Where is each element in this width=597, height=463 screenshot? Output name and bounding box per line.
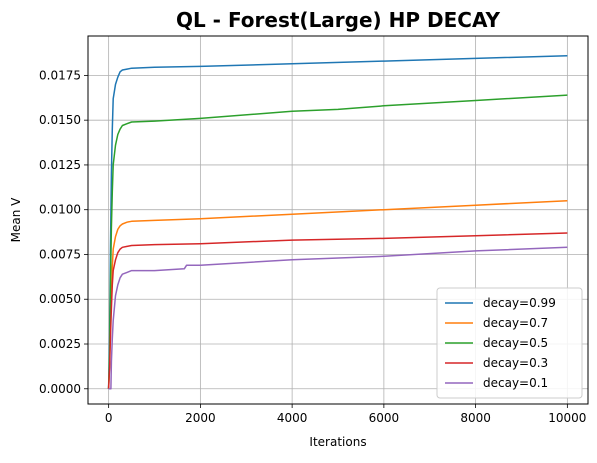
y-tick-label: 0.0050 [39,292,81,306]
series-line-2 [107,94,568,389]
axis-ticks: 0 2000 4000 6000 8000 10000 0.0000 0.0025 0.0050… [39,68,586,425]
chart-title: QL - Forest(Large) HP DECAY [176,8,501,32]
y-tick-label: 0.0125 [39,158,81,172]
grid [88,36,588,404]
series-line-0 [107,54,568,389]
x-tick-label: 8000 [460,411,491,425]
y-axis-label: Mean V [9,197,23,243]
y-tick-label: 0.0100 [39,203,81,217]
plot-frame [87,35,589,405]
y-tick-label: 0.0000 [39,382,81,396]
legend-label-2: decay=0.5 [483,336,548,350]
legend-label-1: decay=0.7 [483,316,548,330]
series-line-3 [107,232,568,389]
legend: decay=0.99 decay=0.7 decay=0.5 decay=0.3 dec… [436,287,583,399]
legend-label-4: decay=0.1 [483,376,548,390]
legend-label-0: decay=0.99 [483,296,556,310]
series-line-4 [108,246,568,390]
legend-box [436,287,583,399]
y-tick-label: 0.0075 [39,247,81,261]
x-tick-label: 10000 [548,411,586,425]
x-tick-label: 2000 [185,411,216,425]
y-tick-label: 0.0025 [39,337,81,351]
x-axis-label: Iterations [309,435,366,449]
x-tick-label: 0 [105,411,113,425]
x-tick-label: 6000 [369,411,400,425]
y-tick-label: 0.0150 [39,113,81,127]
legend-label-3: decay=0.3 [483,356,548,370]
series-lines [107,54,568,390]
y-tick-label: 0.0175 [39,68,81,82]
x-tick-label: 4000 [277,411,308,425]
